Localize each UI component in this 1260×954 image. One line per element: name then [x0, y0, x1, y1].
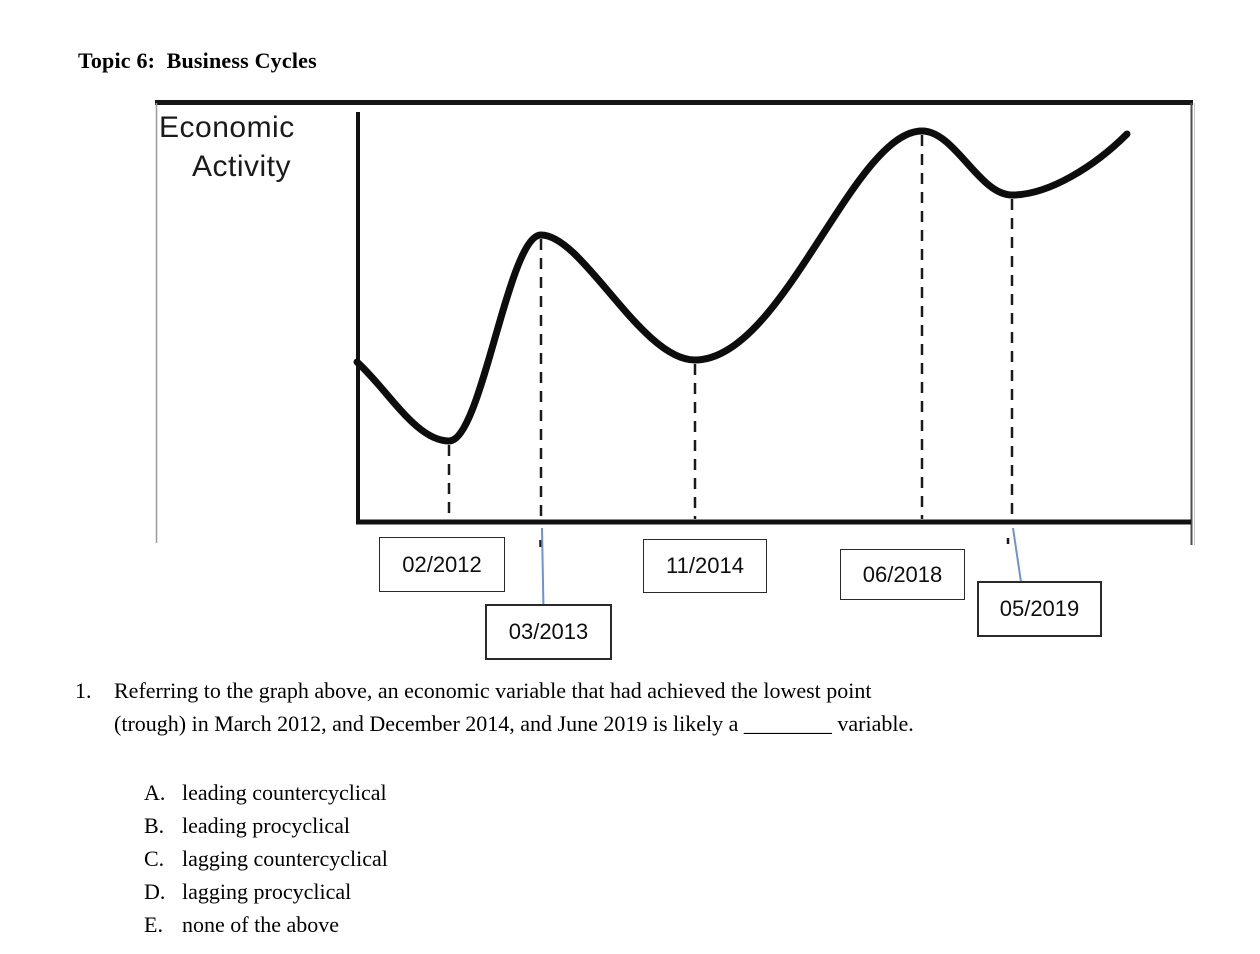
- question-text-line-1: Referring to the graph above, an economi…: [114, 678, 872, 703]
- option-text: none of the above: [182, 912, 339, 937]
- option-b: B. leading procyclical: [144, 809, 388, 842]
- option-letter: A.: [144, 780, 166, 805]
- question-1: 1. Referring to the graph above, an econ…: [75, 674, 914, 740]
- option-letter: B.: [144, 813, 165, 838]
- option-c: C. lagging countercyclical: [144, 842, 388, 875]
- option-a: A. leading countercyclical: [144, 776, 388, 809]
- option-text: lagging countercyclical: [182, 846, 388, 871]
- business-cycle-graph: [155, 100, 1195, 611]
- answer-options: A. leading countercyclical B. leading pr…: [144, 776, 388, 941]
- y-axis-label-line1: Economic: [159, 111, 295, 144]
- option-d: D. lagging procyclical: [144, 875, 388, 908]
- business-cycle-chart-image: Economic Activity 02/2012 03/2013 11/201…: [155, 100, 1196, 660]
- date-label-05-2019: 05/2019: [977, 581, 1102, 637]
- date-label-06-2018: 06/2018: [840, 549, 965, 600]
- option-letter: C.: [144, 846, 165, 871]
- date-label-02-2012: 02/2012: [379, 537, 505, 592]
- date-label-11-2014: 11/2014: [643, 539, 767, 593]
- chart-top-border: [155, 100, 1193, 105]
- option-text: lagging procyclical: [182, 879, 352, 904]
- dashed-marker-lines: [447, 135, 1014, 547]
- option-e: E. none of the above: [144, 908, 388, 941]
- date-label-03-2013: 03/2013: [485, 604, 612, 660]
- page-title: Topic 6: Business Cycles: [78, 48, 317, 73]
- y-axis-label-line2: Activity: [192, 150, 292, 183]
- option-letter: D.: [144, 879, 166, 904]
- y-axis-label: Economic Activity: [159, 108, 295, 186]
- option-text: leading countercyclical: [182, 780, 387, 805]
- question-number: 1.: [75, 678, 92, 703]
- economic-activity-curve: [353, 127, 1131, 445]
- question-text: Referring to the graph above, an economi…: [114, 674, 914, 740]
- connector-03-2013: [541, 527, 545, 611]
- connector-05-2019: [1012, 527, 1022, 583]
- question-text-line-2: (trough) in March 2012, and December 201…: [114, 711, 914, 736]
- connector-lines: [541, 527, 1022, 611]
- option-text: leading procyclical: [182, 813, 350, 838]
- option-letter: E.: [144, 912, 163, 937]
